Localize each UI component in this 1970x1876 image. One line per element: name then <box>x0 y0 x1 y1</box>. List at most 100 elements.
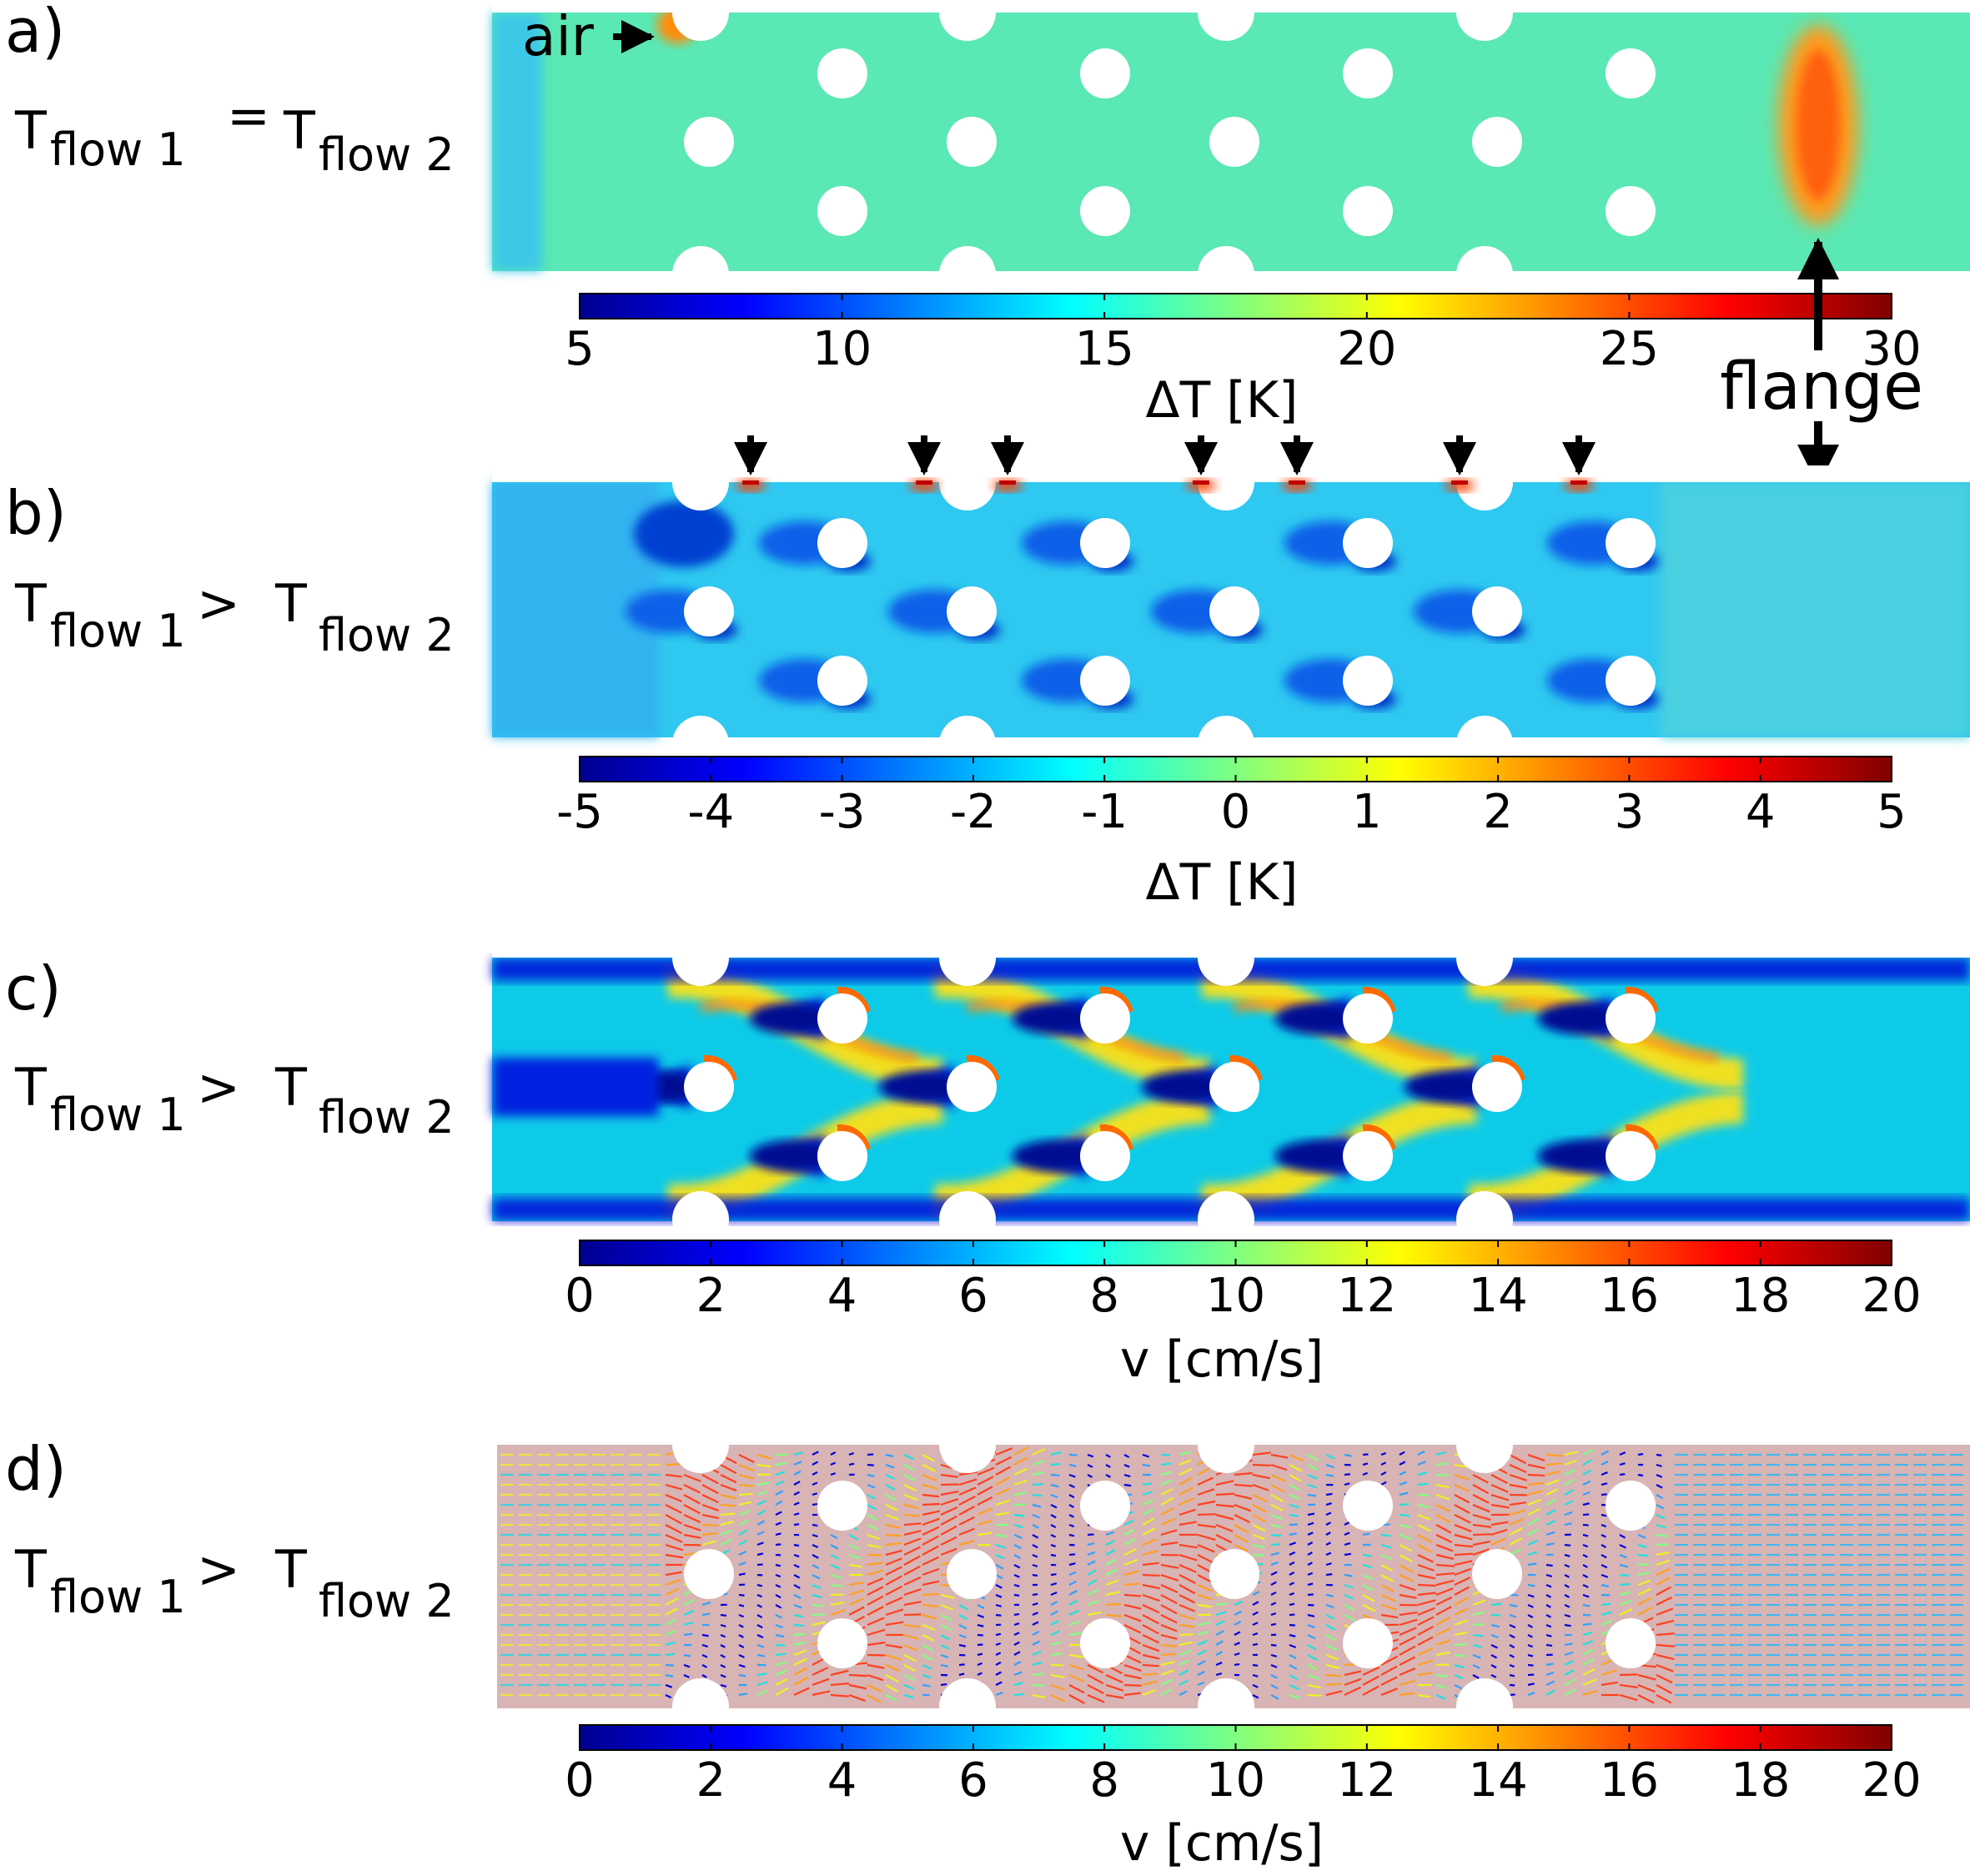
condition-label-a: T flow 1 = T flow 2 <box>14 85 455 181</box>
obstacle-pin <box>684 117 734 167</box>
obstacle-pin <box>817 656 867 706</box>
colorbar-tick-label: 8 <box>1089 1753 1119 1808</box>
field-map-a <box>492 0 1970 303</box>
obstacle-pin <box>684 586 734 636</box>
colorbar-tick-label: 5 <box>1877 785 1907 839</box>
colorbar-tick-label: 25 <box>1600 322 1659 376</box>
obstacle-pin <box>1080 518 1130 568</box>
colorbar-tick-label: 14 <box>1468 1753 1527 1808</box>
colorbar-tick-label: 6 <box>958 1753 988 1808</box>
obstacle-pin <box>817 518 867 568</box>
colorbar-tick-label: 12 <box>1337 1753 1396 1808</box>
colorbar-tick-label: 4 <box>827 1269 857 1323</box>
colorbar-tick-label: -1 <box>1081 785 1128 839</box>
obstacle-pin <box>817 993 867 1044</box>
obstacle-pin <box>1209 1549 1259 1599</box>
obstacle-pin <box>1080 1131 1130 1181</box>
obstacle-pin <box>1472 1549 1522 1599</box>
obstacle-pin <box>947 117 997 167</box>
colorbar-tick-label: -4 <box>687 785 734 839</box>
field-map-c <box>492 929 1970 1248</box>
colorbar-tick-label: 16 <box>1600 1269 1659 1323</box>
colorbar-b: -5 -4 -3 -2 -1 0 1 2 3 4 5 ΔT [K] <box>556 756 1907 912</box>
wall-notch <box>1456 246 1513 303</box>
panel-letter-c: c) <box>5 953 62 1024</box>
obstacle-pin <box>1606 993 1656 1044</box>
wall-notch <box>939 1191 996 1248</box>
colorbar-d: 0 2 4 6 8 10 12 14 16 18 20 v [cm/s] <box>565 1724 1922 1873</box>
colorbar-tick-label: 20 <box>1862 1269 1921 1323</box>
svg-text:T: T <box>14 1539 48 1600</box>
obstacle-pin <box>1606 518 1656 568</box>
colorbar-tick-label: 10 <box>1206 1753 1265 1808</box>
panel-letter-a: a) <box>5 0 65 66</box>
colorbar-tick-label: 4 <box>1746 785 1776 839</box>
obstacle-pin <box>1209 1062 1259 1112</box>
colorbar-tick-label: 1 <box>1352 785 1382 839</box>
svg-text:T: T <box>14 1057 48 1118</box>
obstacle-pin <box>1080 186 1130 236</box>
panel-letter-d: d) <box>5 1434 67 1504</box>
temperature-symbol: T <box>14 100 48 161</box>
obstacle-pin <box>1606 1618 1656 1668</box>
temperature-symbol: T <box>283 100 316 161</box>
colorbar-tick-label: 2 <box>696 1269 726 1323</box>
obstacle-pin <box>1606 48 1656 98</box>
svg-text:T: T <box>274 1057 308 1118</box>
colorbar-tick-label: 10 <box>1206 1269 1265 1323</box>
svg-text:T: T <box>14 573 48 634</box>
wall-notch <box>672 1191 729 1248</box>
obstacle-pin <box>1080 48 1130 98</box>
condition-label-c: T flow 1 > T flow 2 <box>14 1057 455 1144</box>
field-map-b <box>492 454 1970 772</box>
colorbar-tick-label: 5 <box>565 322 595 376</box>
colorbar-tick-label: 18 <box>1731 1753 1790 1808</box>
colorbar-tick-label: 12 <box>1337 1269 1396 1323</box>
colorbar-tick-label: 10 <box>812 322 872 376</box>
obstacle-pin <box>947 586 997 636</box>
colorbar-tick-label: 18 <box>1731 1269 1790 1323</box>
colorbar-tick-label: 20 <box>1862 1753 1921 1808</box>
obstacle-pin <box>684 1062 734 1112</box>
obstacle-pin <box>817 1618 867 1668</box>
obstacle-pin <box>1343 186 1393 236</box>
subscript-flow-1: flow 1 <box>50 123 186 176</box>
subscript-flow-2: flow 2 <box>319 128 455 181</box>
wall-notch <box>672 246 729 303</box>
subscript-flow-1: flow 1 <box>50 1571 186 1623</box>
obstacle-pin <box>817 1481 867 1531</box>
wall-notch <box>1198 246 1254 303</box>
relation-sign: > <box>197 1539 240 1600</box>
colorbar-tick-label: 14 <box>1468 1269 1527 1323</box>
obstacle-pin <box>1472 586 1522 636</box>
obstacle-pin <box>1343 1618 1393 1668</box>
colorbar-tick-label: 16 <box>1600 1753 1659 1808</box>
subscript-flow-1: flow 1 <box>50 605 186 657</box>
obstacle-pin <box>947 1062 997 1112</box>
panel-b: b) T flow 1 > T flow 2 -5 -4 -3 -2 -1 0 1 2 3 4 5 … <box>5 435 1970 912</box>
obstacle-pin <box>1080 656 1130 706</box>
obstacle-pin <box>817 186 867 236</box>
colorbar-tick-label: 30 <box>1862 322 1921 376</box>
colorbar-tick-label: -2 <box>950 785 997 839</box>
colorbar-tick-label: 4 <box>827 1753 857 1808</box>
panel-c: c) T flow 1 > T flow 2 0 2 4 6 8 10 12 14 16 18 20… <box>5 929 1970 1389</box>
colorbar-label-b: ΔT [K] <box>1146 853 1299 912</box>
obstacle-pin <box>1472 1062 1522 1112</box>
colorbar-tick-label: 15 <box>1075 322 1134 376</box>
colorbar-tick-label: -3 <box>819 785 866 839</box>
obstacle-pin <box>684 1549 734 1599</box>
obstacle-pin <box>1606 1481 1656 1531</box>
obstacle-pin <box>1080 993 1130 1044</box>
obstacle-pin <box>1343 656 1393 706</box>
subscript-flow-1: flow 1 <box>50 1089 186 1141</box>
panel-letter-b: b) <box>5 478 67 548</box>
colorbar-label-c: v [cm/s] <box>1120 1330 1324 1389</box>
subscript-flow-2: flow 2 <box>319 1575 455 1627</box>
relation-sign: > <box>197 573 240 634</box>
svg-text:T: T <box>274 573 308 634</box>
obstacle-pin <box>1209 117 1259 167</box>
annotations-a: air flange <box>522 4 1923 486</box>
obstacle-pin <box>1080 1481 1130 1531</box>
